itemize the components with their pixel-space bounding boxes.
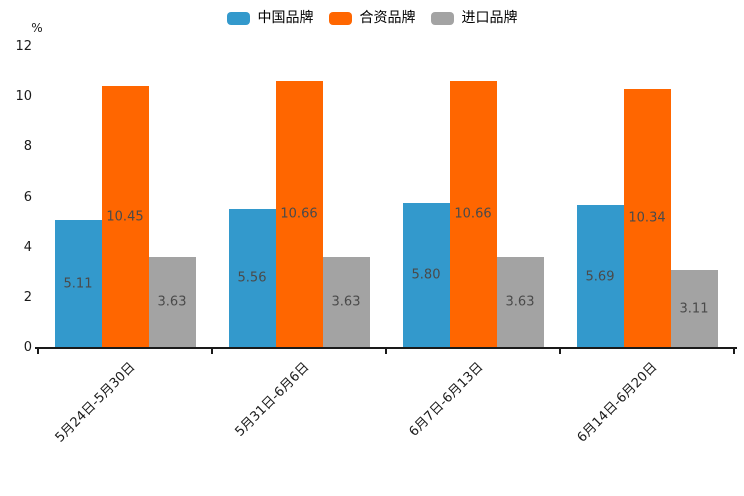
chart-legend: 中国品牌 合资品牌 进口品牌 (0, 8, 744, 28)
y-tick-label: 4 (23, 239, 32, 255)
bar-value-label: 5.80 (411, 267, 441, 283)
bar: 3.63 (496, 256, 544, 348)
bar: 3.63 (148, 256, 196, 348)
x-axis-category-label: 6月14日-6月20日 (574, 359, 661, 446)
y-tick-label: 0 (23, 340, 32, 355)
x-axis-category-label: 5月31日-6月6日 (232, 359, 313, 440)
y-tick-label: 6 (23, 189, 32, 205)
legend-item-2[interactable]: 合资品牌 (328, 10, 416, 26)
y-tick-label: 12 (15, 39, 32, 54)
bar-value-label: 5.56 (237, 270, 267, 286)
bar: 5.80 (402, 202, 450, 348)
bar-value-label: 3.63 (331, 294, 361, 310)
bar: 5.56 (228, 208, 276, 348)
legend-item-label: 合资品牌 (359, 10, 416, 26)
bar-value-label: 10.34 (628, 210, 666, 226)
bar: 10.66 (275, 80, 323, 348)
bar-value-label: 3.11 (679, 301, 709, 317)
bar-value-label: 3.63 (157, 294, 187, 310)
x-axis-tick (733, 349, 735, 354)
legend-item-1[interactable]: 中国品牌 (226, 10, 314, 26)
bar-value-label: 10.66 (280, 206, 318, 222)
bar: 10.66 (449, 80, 497, 348)
bar: 10.34 (623, 88, 671, 348)
legend-item-label: 进口品牌 (461, 10, 518, 26)
legend-swatch-icon (328, 11, 352, 25)
y-axis-unit-label: % (31, 21, 43, 35)
bar-value-label: 10.66 (454, 206, 492, 222)
bar: 3.63 (322, 256, 370, 348)
bar: 5.69 (576, 205, 624, 348)
legend-item-label: 中国品牌 (257, 10, 314, 26)
y-tick-label: 2 (23, 289, 32, 305)
x-axis-category-label: 5月24日-5月30日 (52, 359, 139, 446)
bar: 5.11 (54, 219, 102, 348)
legend-swatch-icon (430, 11, 454, 25)
bar: 3.11 (670, 269, 718, 348)
x-axis-tick (559, 349, 561, 354)
y-tick-label: 10 (15, 89, 32, 105)
legend-swatch-icon (226, 11, 250, 25)
y-tick-label: 8 (23, 139, 32, 155)
bar-value-label: 5.69 (585, 269, 615, 285)
bar: 10.45 (101, 85, 149, 348)
x-axis-tick (37, 349, 39, 354)
bar-value-label: 3.63 (505, 294, 535, 310)
x-axis-category-label: 6月7日-6月13日 (406, 359, 487, 440)
bar-value-label: 5.11 (63, 276, 93, 292)
x-axis-line (35, 347, 737, 349)
x-axis-tick (211, 349, 213, 354)
x-axis-tick (385, 349, 387, 354)
legend-item-3[interactable]: 进口品牌 (430, 10, 518, 26)
bar-value-label: 10.45 (106, 209, 144, 225)
